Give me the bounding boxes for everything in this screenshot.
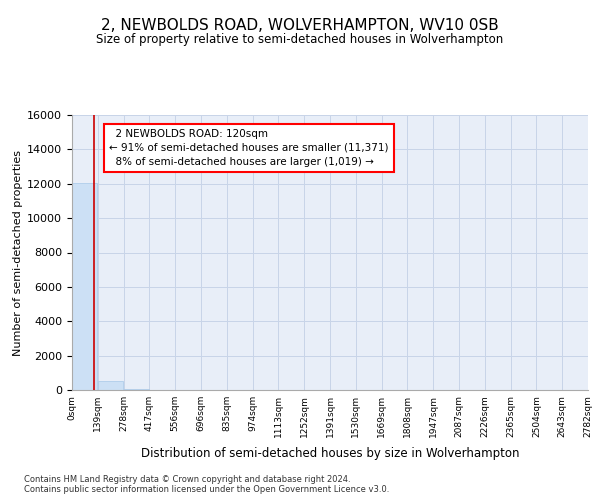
- Y-axis label: Number of semi-detached properties: Number of semi-detached properties: [13, 150, 23, 356]
- Text: Size of property relative to semi-detached houses in Wolverhampton: Size of property relative to semi-detach…: [97, 32, 503, 46]
- Text: 2 NEWBOLDS ROAD: 120sqm
← 91% of semi-detached houses are smaller (11,371)
  8% : 2 NEWBOLDS ROAD: 120sqm ← 91% of semi-de…: [109, 128, 389, 167]
- Text: Distribution of semi-detached houses by size in Wolverhampton: Distribution of semi-detached houses by …: [141, 448, 519, 460]
- Text: Contains HM Land Registry data © Crown copyright and database right 2024.: Contains HM Land Registry data © Crown c…: [24, 476, 350, 484]
- Text: 2, NEWBOLDS ROAD, WOLVERHAMPTON, WV10 0SB: 2, NEWBOLDS ROAD, WOLVERHAMPTON, WV10 0S…: [101, 18, 499, 32]
- Bar: [98, 380, 123, 390]
- Text: Contains public sector information licensed under the Open Government Licence v3: Contains public sector information licen…: [24, 486, 389, 494]
- Bar: [73, 183, 97, 390]
- Bar: [124, 389, 149, 390]
